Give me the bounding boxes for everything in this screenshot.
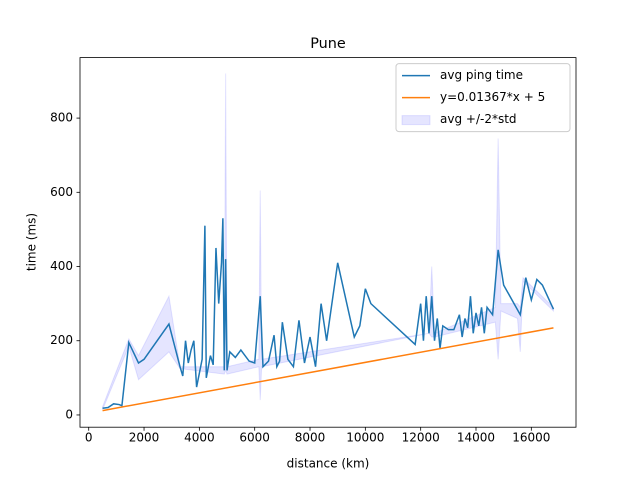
- y-tick-label: 400: [50, 259, 73, 273]
- x-tick-label: 0: [85, 431, 93, 445]
- x-tick-label: 4000: [184, 431, 215, 445]
- legend-swatch: [401, 115, 431, 126]
- y-axis-label: time (ms): [25, 213, 39, 271]
- x-axis-label: distance (km): [287, 457, 370, 471]
- y-tick-label: 800: [50, 111, 73, 125]
- x-tick-label: 14000: [457, 431, 495, 445]
- legend-label: avg +/-2*std: [440, 112, 517, 126]
- y-tick-label: 200: [50, 333, 73, 347]
- data-line: [102, 327, 554, 412]
- x-tick-label: 16000: [512, 431, 550, 445]
- chart-title: Pune: [310, 36, 346, 52]
- x-tick-label: 12000: [402, 431, 440, 445]
- data-line: [102, 218, 555, 410]
- x-tick-label: 10000: [346, 431, 384, 445]
- legend-label: y=0.01367*x + 5: [440, 90, 545, 104]
- legend-label: avg ping time: [440, 68, 523, 82]
- y-tick-label: 0: [65, 407, 73, 421]
- y-tick-label: 600: [50, 185, 73, 199]
- x-tick-label: 2000: [129, 431, 160, 445]
- x-tick-label: 8000: [295, 431, 326, 445]
- x-tick-label: 6000: [239, 431, 270, 445]
- plot-frame: [79, 57, 577, 428]
- legend-box: [395, 63, 571, 133]
